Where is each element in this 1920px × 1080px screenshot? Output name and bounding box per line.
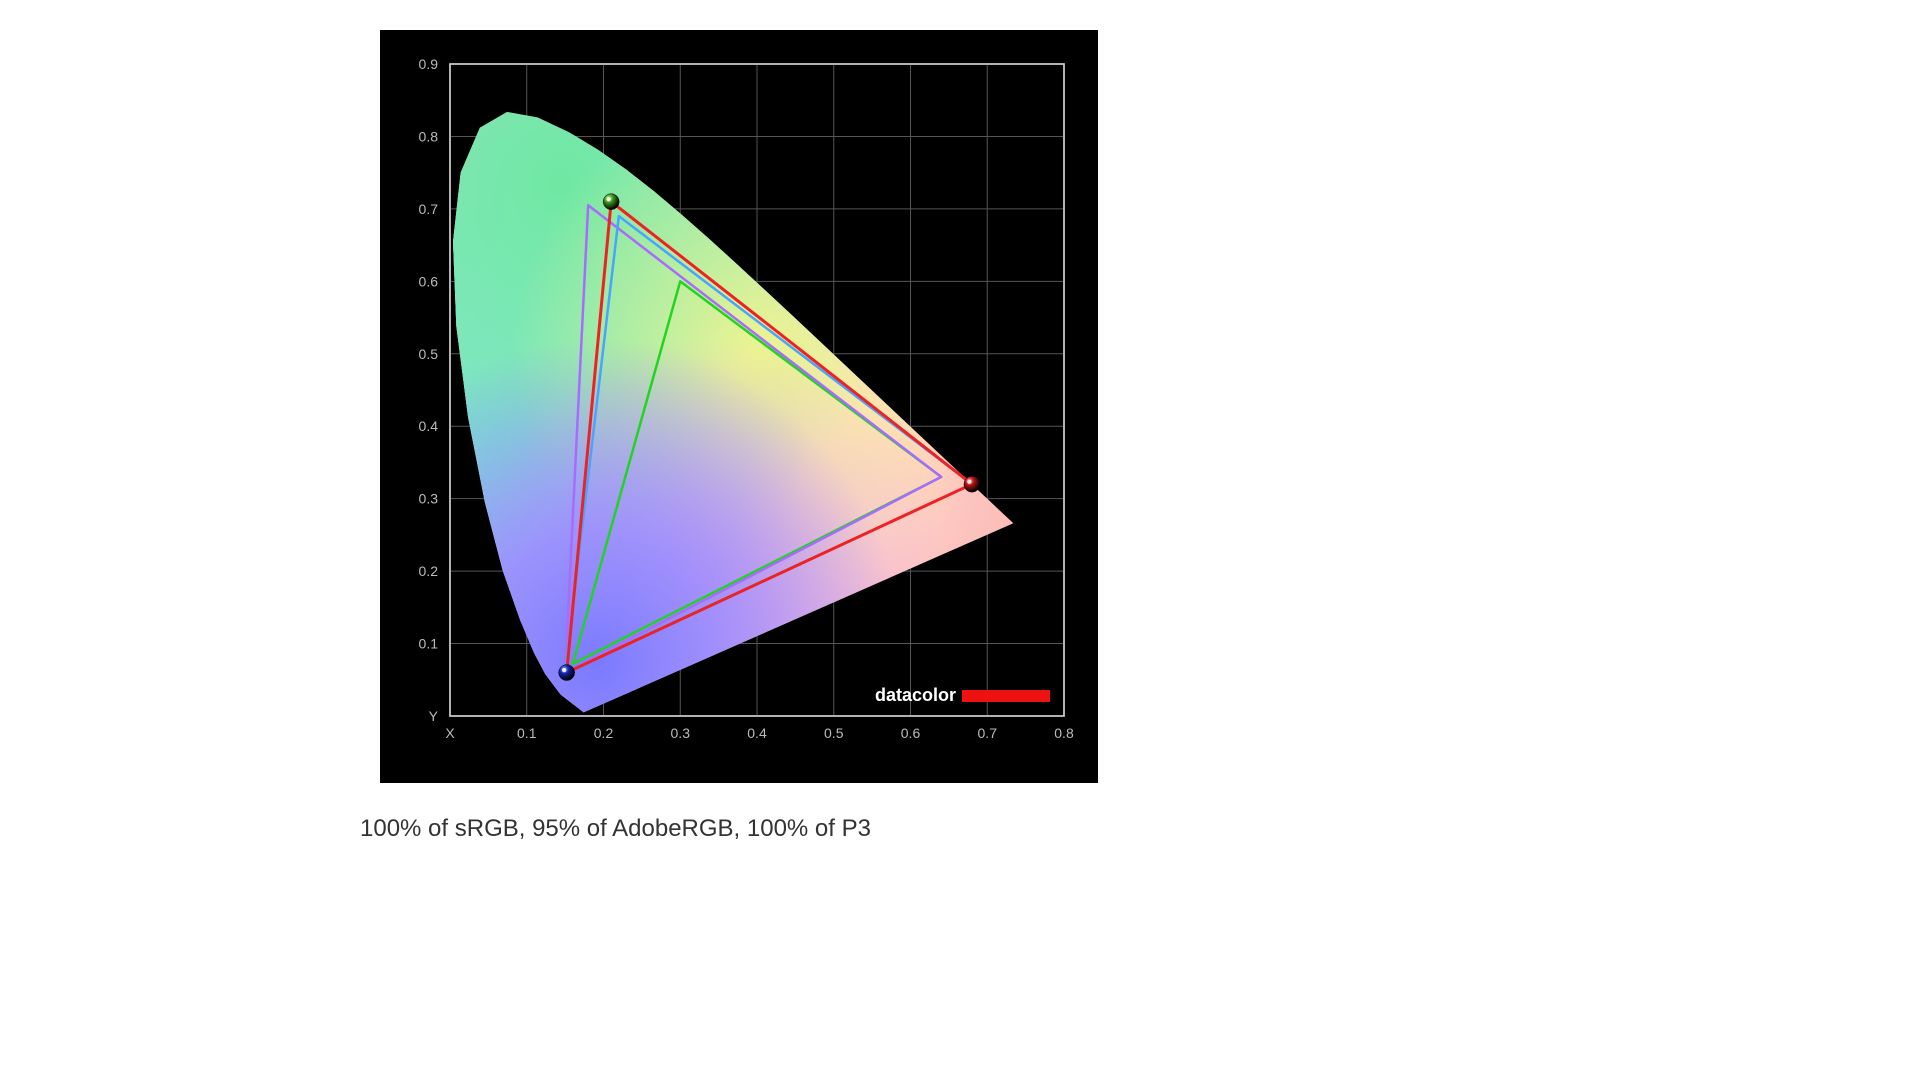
primary-marker [559, 665, 575, 681]
x-tick-label: 0.1 [517, 725, 537, 741]
x-tick-label: X [445, 725, 455, 741]
x-tick-label: 0.7 [978, 725, 998, 741]
primary-marker-highlight [606, 197, 610, 201]
y-tick-label: 0.9 [419, 56, 439, 72]
x-tick-label: 0.8 [1054, 725, 1074, 741]
y-tick-label: 0.3 [419, 491, 439, 507]
primary-marker [964, 476, 980, 492]
brand-bar [962, 690, 1050, 702]
x-tick-label: 0.4 [747, 725, 767, 741]
y-tick-label: 0.6 [419, 273, 439, 289]
y-tick-label: Y [429, 708, 439, 724]
primary-marker-highlight [562, 668, 566, 672]
primary-marker [603, 194, 619, 210]
y-tick-label: 0.1 [419, 636, 439, 652]
brand-text: datacolor [875, 685, 956, 705]
x-tick-label: 0.2 [594, 725, 614, 741]
primary-marker-highlight [967, 479, 971, 483]
chromaticity-chart: X 0.1 0.2 0.3 0.4 0.5 0.6 0.7 0.8 Y 0.1 0.2 0.3 0.4 0.… [380, 30, 1098, 783]
y-tick-label: 0.8 [419, 128, 439, 144]
caption-text: 100% of sRGB, 95% of AdobeRGB, 100% of P… [360, 815, 871, 843]
y-tick-label: 0.7 [419, 201, 439, 217]
x-tick-label: 0.5 [824, 725, 844, 741]
y-tick-label: 0.5 [419, 346, 439, 362]
chart-svg: X 0.1 0.2 0.3 0.4 0.5 0.6 0.7 0.8 Y 0.1 0.2 0.3 0.4 0.… [394, 44, 1084, 764]
x-tick-label: 0.3 [671, 725, 691, 741]
x-tick-label: 0.6 [901, 725, 921, 741]
y-tick-label: 0.4 [419, 418, 439, 434]
y-tick-label: 0.2 [419, 563, 439, 579]
